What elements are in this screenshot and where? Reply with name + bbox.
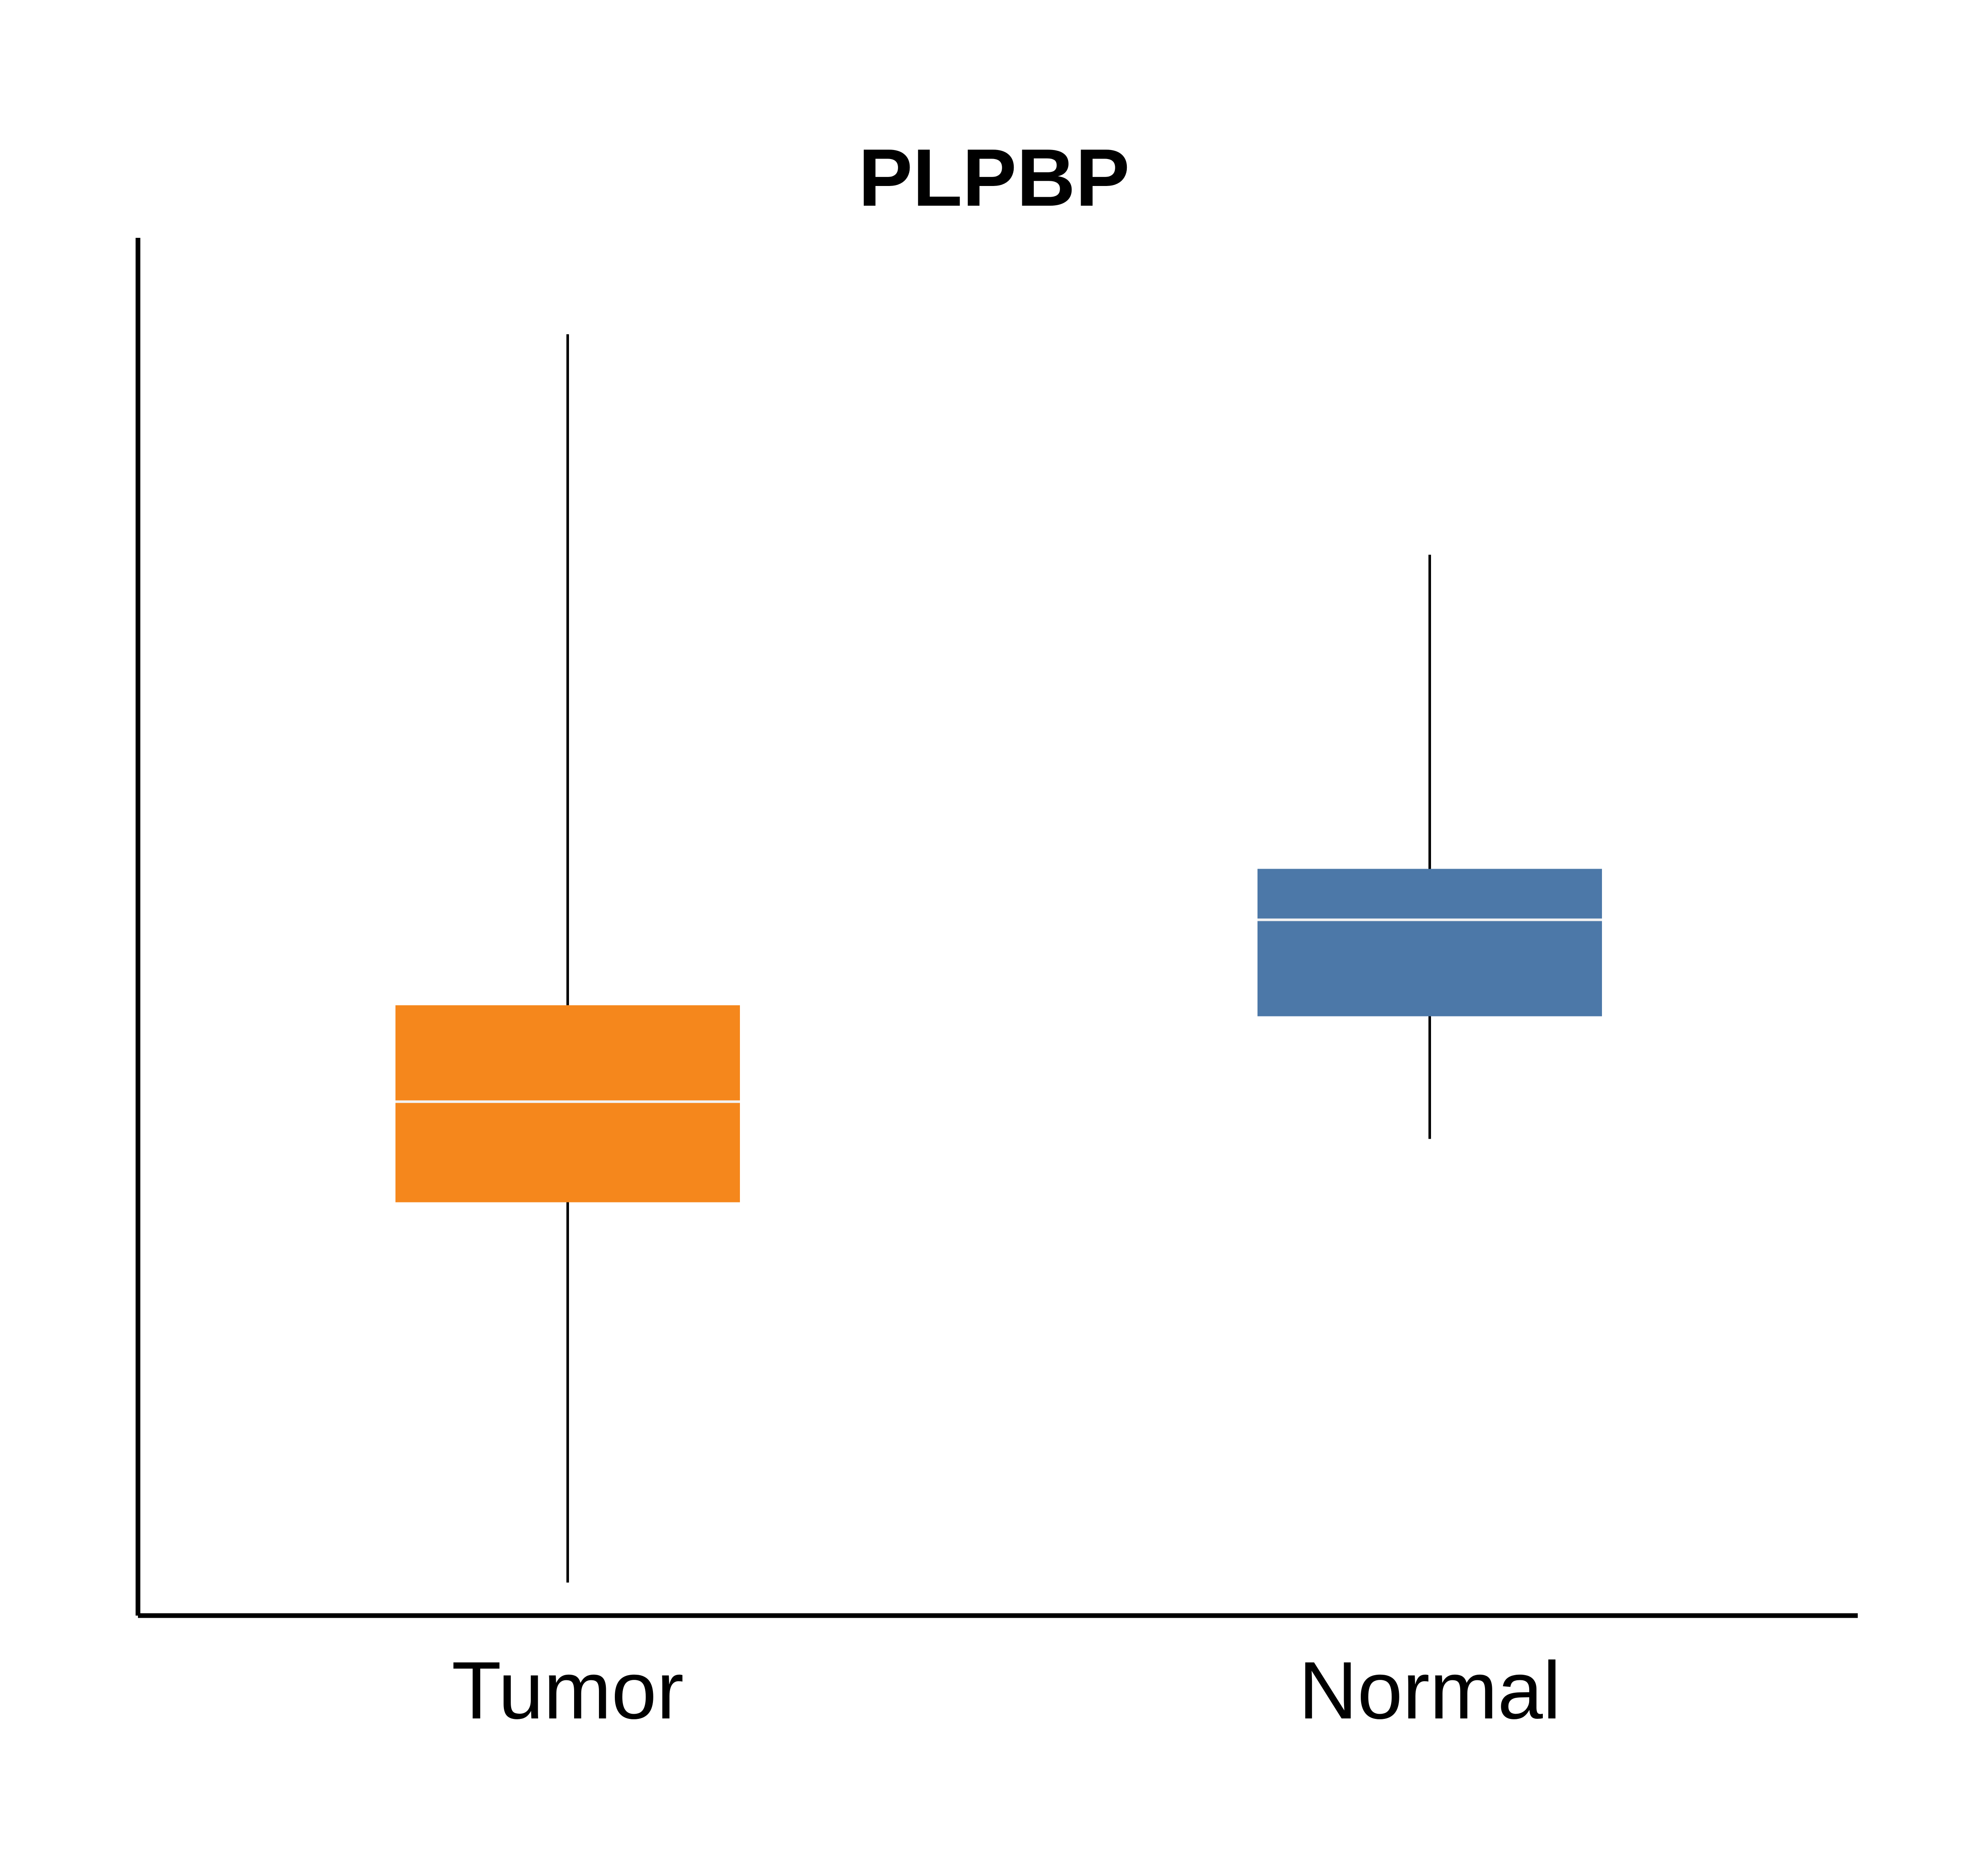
x-tick-label-normal: Normal <box>1299 1645 1561 1736</box>
x-tick-labels: Tumor Normal <box>452 1645 1561 1736</box>
x-tick-label-tumor: Tumor <box>452 1645 684 1736</box>
chart-title: PLPBP <box>858 132 1129 223</box>
box-tumor <box>395 1005 740 1202</box>
plot-area <box>395 334 1602 1583</box>
box-normal <box>1257 869 1602 1016</box>
